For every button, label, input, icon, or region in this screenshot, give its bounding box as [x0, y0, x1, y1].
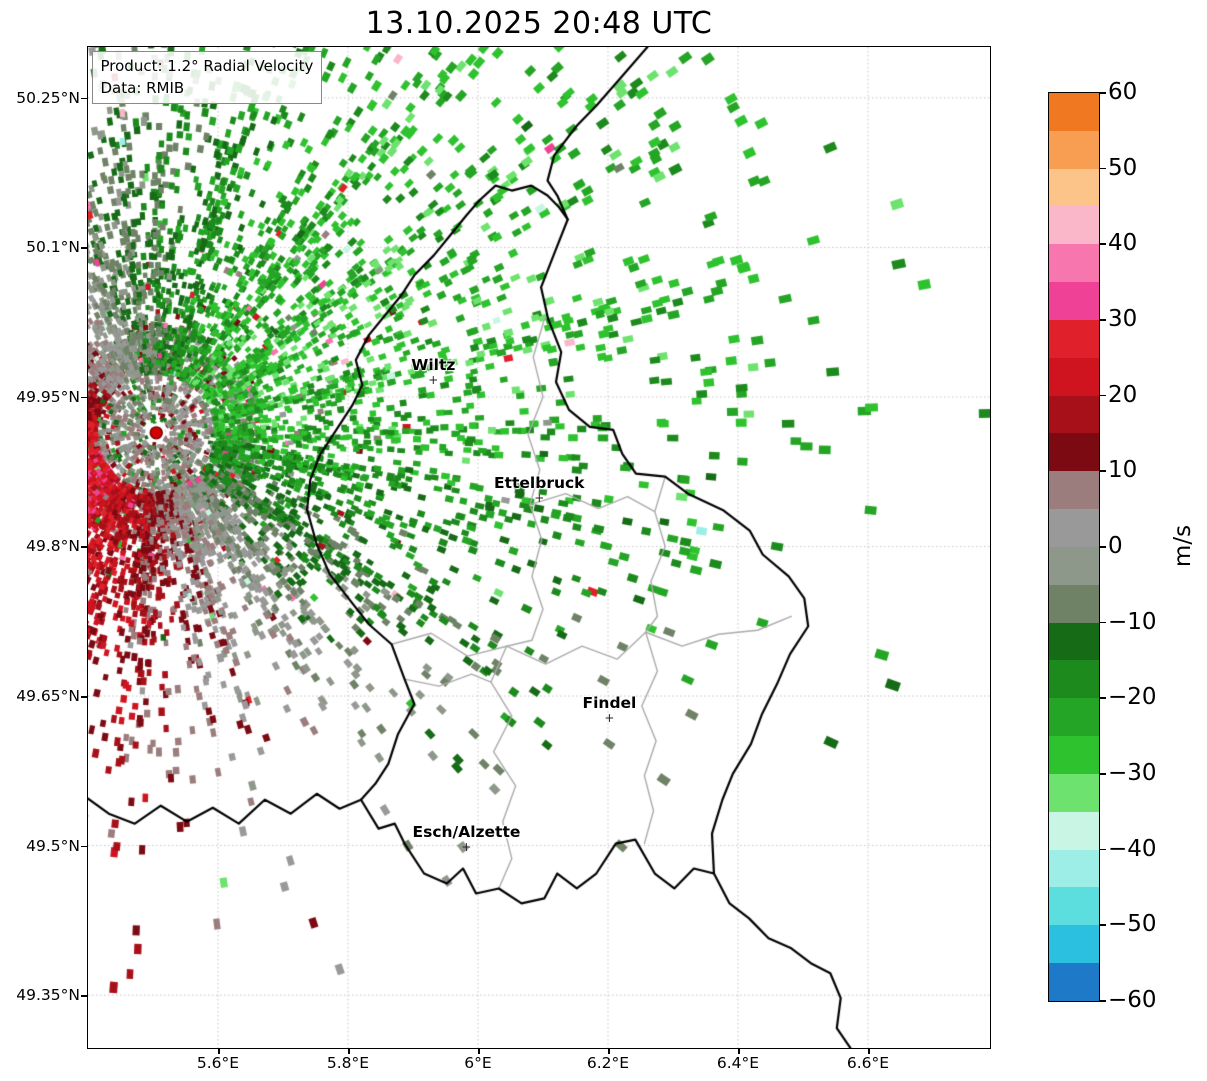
colorbar-tick-mark: [1099, 167, 1106, 170]
colorbar-band: [1049, 433, 1099, 472]
colorbar-band: [1049, 963, 1099, 1001]
colorbar-band: [1049, 584, 1099, 623]
y-tick-label: 49.8°N: [26, 537, 80, 556]
x-tick-mark: [348, 1048, 350, 1054]
colorbar-band: [1049, 698, 1099, 737]
colorbar-tick-mark: [1099, 1000, 1106, 1002]
x-tick-mark: [608, 1048, 610, 1054]
x-tick-label: 6.6°E: [846, 1054, 890, 1072]
colorbar-tick-label: −10: [1108, 608, 1157, 635]
colorbar-tick-label: 50: [1108, 154, 1138, 181]
y-tick-label: 49.35°N: [16, 986, 80, 1005]
colorbar-band: [1049, 887, 1099, 926]
colorbar-band: [1049, 395, 1099, 434]
x-tick-label: 6°E: [464, 1054, 492, 1072]
colorbar-band: [1049, 206, 1099, 245]
colorbar-band: [1049, 509, 1099, 547]
x-tick-mark: [478, 1048, 480, 1054]
colorbar-band: [1049, 773, 1099, 812]
colorbar: [1048, 92, 1100, 1002]
colorbar-band: [1049, 130, 1099, 169]
product-info-box: Product: 1.2° Radial Velocity Data: RMIB: [91, 50, 323, 104]
colorbar-band: [1049, 319, 1099, 358]
colorbar-tick-mark: [1099, 546, 1106, 548]
colorbar-tick-label: 0: [1108, 533, 1123, 559]
colorbar-tick-label: 10: [1108, 457, 1138, 484]
colorbar-tick-label: −60: [1108, 987, 1157, 1013]
colorbar-band: [1049, 546, 1099, 585]
colorbar-tick-mark: [1099, 394, 1106, 397]
colorbar-band: [1049, 357, 1099, 396]
colorbar-tick-label: −30: [1108, 760, 1157, 786]
x-tick-mark: [218, 1048, 220, 1054]
colorbar-tick-label: −20: [1108, 684, 1157, 711]
map-plot: Product: 1.2° Radial Velocity Data: RMIB…: [86, 45, 991, 1049]
data-source-label: Data: RMIB: [100, 79, 185, 97]
colorbar-band: [1049, 168, 1099, 207]
colorbar-tick-label: 30: [1108, 306, 1138, 332]
colorbar-tick-mark: [1099, 773, 1106, 775]
x-tick-label: 6.4°E: [716, 1054, 760, 1072]
colorbar-tick-label: 40: [1108, 230, 1138, 257]
colorbar-band: [1049, 811, 1099, 850]
colorbar-tick-mark: [1099, 470, 1106, 472]
y-tick-label: 49.65°N: [16, 687, 80, 706]
radar-map-canvas: [87, 46, 990, 1048]
x-tick-label: 5.6°E: [196, 1054, 240, 1072]
colorbar-unit-label: m/s: [1170, 524, 1196, 568]
colorbar-tick-mark: [1099, 243, 1106, 245]
x-tick-label: 5.8°E: [326, 1054, 370, 1072]
y-tick-label: 50.1°N: [26, 238, 80, 257]
colorbar-tick-mark: [1099, 848, 1106, 851]
colorbar-tick-label: 60: [1108, 79, 1138, 105]
colorbar-band: [1049, 622, 1099, 661]
colorbar-band: [1049, 736, 1099, 774]
y-tick-label: 50.25°N: [16, 88, 80, 107]
colorbar-band: [1049, 849, 1099, 888]
x-tick-label: 6.2°E: [586, 1054, 630, 1072]
y-tick-label: 49.95°N: [16, 387, 80, 406]
x-tick-mark: [738, 1048, 740, 1054]
colorbar-gradient: [1049, 93, 1099, 1001]
colorbar-band: [1049, 925, 1099, 964]
product-label: Product: 1.2° Radial Velocity: [100, 56, 314, 75]
colorbar-tick-mark: [1099, 92, 1106, 94]
colorbar-tick-mark: [1099, 319, 1106, 321]
y-tick-label: 49.5°N: [26, 836, 80, 855]
colorbar-band: [1049, 282, 1099, 320]
colorbar-band: [1049, 471, 1099, 510]
colorbar-band: [1049, 244, 1099, 283]
figure-title: 13.10.2025 20:48 UTC: [365, 6, 713, 41]
colorbar-tick-label: −50: [1108, 911, 1157, 938]
colorbar-tick-label: 20: [1108, 381, 1138, 408]
colorbar-tick-mark: [1099, 697, 1106, 699]
colorbar-tick-mark: [1099, 621, 1106, 624]
colorbar-tick-mark: [1099, 924, 1106, 926]
x-tick-mark: [868, 1048, 870, 1054]
colorbar-band: [1049, 660, 1099, 699]
colorbar-band: [1049, 93, 1099, 131]
colorbar-tick-label: −40: [1108, 835, 1157, 862]
